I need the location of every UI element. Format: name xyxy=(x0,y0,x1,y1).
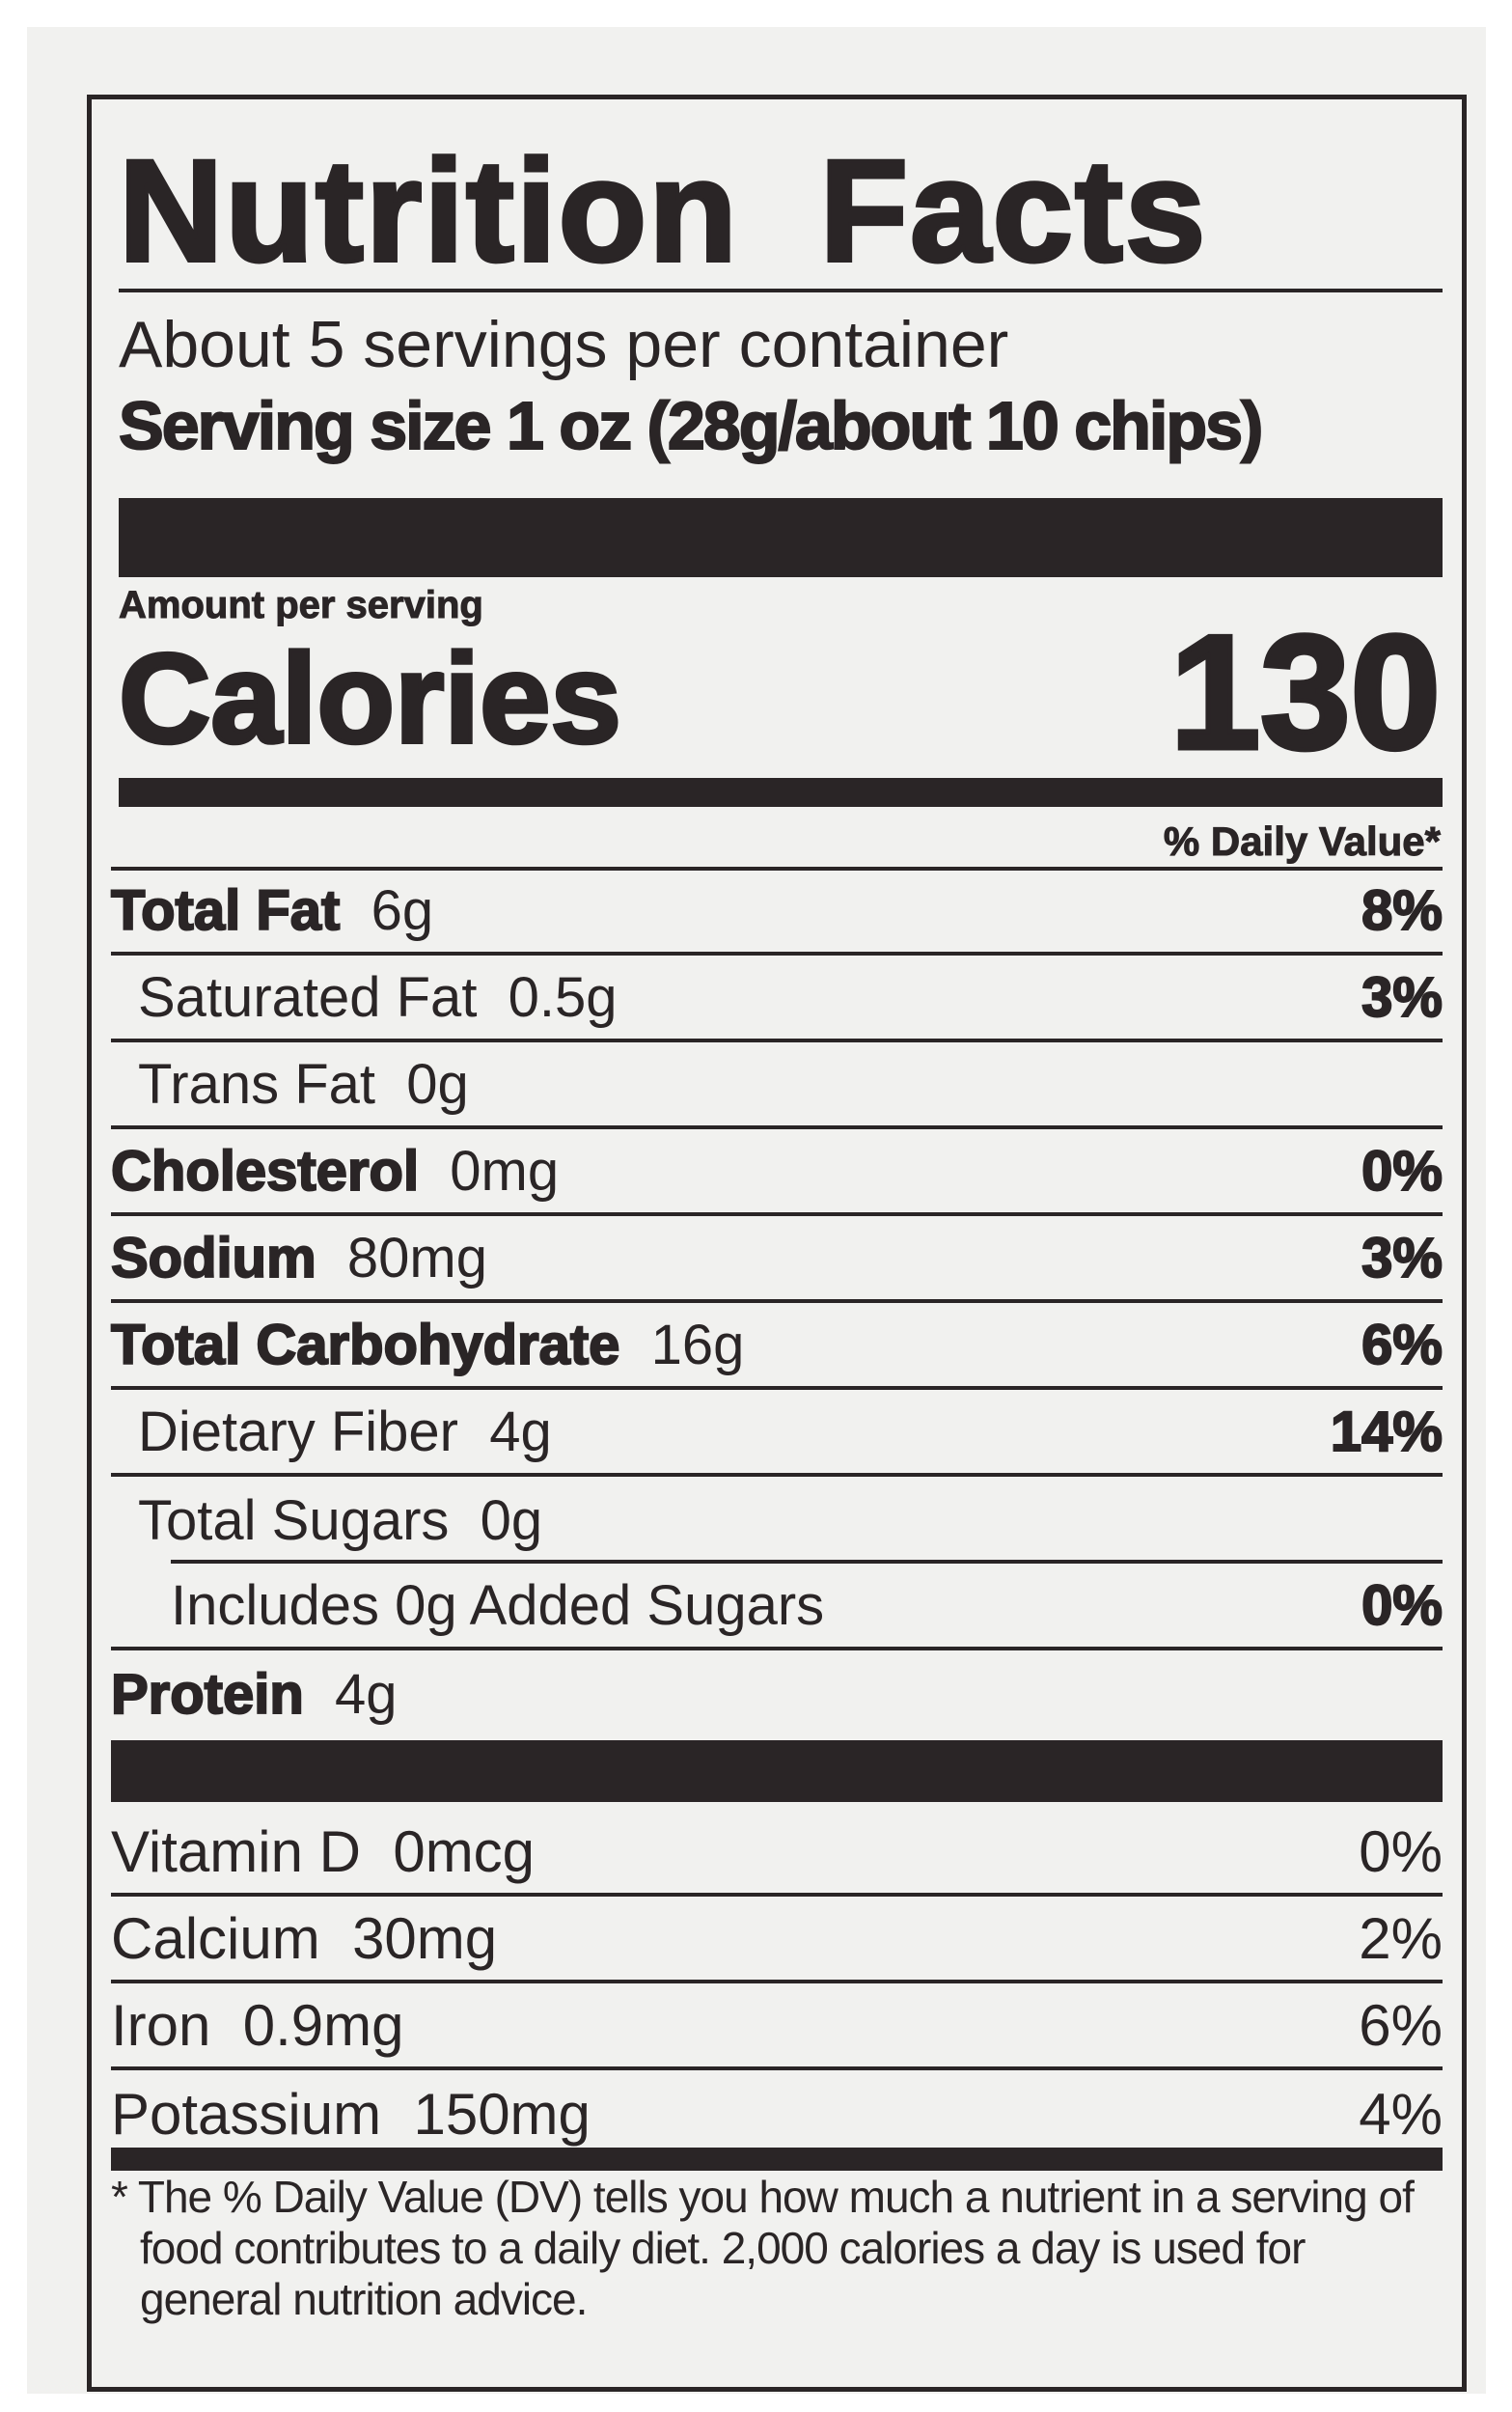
vitamin-dv: 2% xyxy=(1359,1905,1443,1971)
serving-size: Serving size 1 oz (28g/about 10 chips) xyxy=(118,387,1264,464)
nutrient-row-trans-fat: Trans Fat 0g xyxy=(111,1042,1443,1129)
nutrient-dv: 6% xyxy=(1361,1313,1443,1377)
nutrient-row-total-fat: Total Fat 6g 8% xyxy=(110,869,1443,956)
nutrient-name: Saturated Fat xyxy=(138,965,478,1029)
nutrient-row-saturated-fat: Saturated Fat 0.5g 3% xyxy=(111,956,1443,1042)
nutrient-row-sodium: Sodium 80mg 3% xyxy=(110,1216,1443,1303)
footnote-text: * The % Daily Value (DV) tells you how m… xyxy=(111,2172,1415,2324)
vitamin-list: Vitamin D 0mcg 0% Calcium 30mg 2% Iron 0.9… xyxy=(111,1810,1443,2157)
vitamin-row-vitamin-d: Vitamin D 0mcg 0% xyxy=(111,1810,1443,1897)
medium-divider xyxy=(119,778,1443,807)
footnote: * The % Daily Value (DV) tells you how m… xyxy=(111,2172,1423,2325)
nutrient-amount: 0.5g xyxy=(508,965,618,1029)
nutrient-row-total-sugars: Total Sugars 0g xyxy=(111,1477,1443,1564)
nutrient-name: Total Fat xyxy=(110,878,341,943)
divider xyxy=(171,1560,1443,1564)
nutrient-amount: 0g xyxy=(406,1052,469,1116)
nutrient-row-cholesterol: Cholesterol 0mg 0% xyxy=(110,1129,1443,1216)
divider xyxy=(119,289,1443,292)
panel-title: Nutrition Facts xyxy=(117,129,1208,291)
vitamin-row-potassium: Potassium 150mg 4% xyxy=(111,2070,1443,2157)
thick-divider xyxy=(111,1740,1443,1802)
nutrient-dv: 0% xyxy=(1361,1139,1443,1204)
nutrient-dv: 3% xyxy=(1361,1226,1443,1290)
vitamin-amount: 30mg xyxy=(352,1905,498,1971)
nutrient-amount: 6g xyxy=(371,878,434,942)
nutrient-row-added-sugars: Includes 0g Added Sugars 0% xyxy=(111,1564,1443,1650)
nutrient-row-total-carbohydrate: Total Carbohydrate 16g 6% xyxy=(110,1303,1443,1390)
nutrient-dv: 0% xyxy=(1361,1573,1443,1638)
vitamin-dv: 4% xyxy=(1359,2081,1443,2147)
nutrient-name: Trans Fat xyxy=(138,1052,376,1116)
nutrient-amount: 0g xyxy=(480,1488,543,1552)
vitamin-dv: 6% xyxy=(1359,1992,1443,2058)
daily-value-header: % Daily Value* xyxy=(1163,818,1441,865)
medium-divider xyxy=(111,2148,1443,2171)
thick-divider xyxy=(119,498,1443,577)
vitamin-row-iron: Iron 0.9mg 6% xyxy=(111,1983,1443,2070)
nutrient-name: Dietary Fiber xyxy=(138,1400,458,1463)
vitamin-amount: 0.9mg xyxy=(242,1992,404,2058)
vitamin-amount: 0mcg xyxy=(393,1818,536,1884)
vitamin-amount: 150mg xyxy=(413,2081,591,2147)
nutrient-list: Total Fat 6g 8% Saturated Fat 0.5g 3% Tran… xyxy=(110,869,1443,1737)
nutrient-amount: 80mg xyxy=(346,1226,487,1289)
nutrient-dv: 3% xyxy=(1361,965,1443,1030)
vitamin-name: Iron xyxy=(111,1992,211,2058)
nutrient-row-protein: Protein 4g xyxy=(110,1650,1443,1737)
nutrient-name: Total Sugars xyxy=(138,1488,450,1552)
calories-label: Calories xyxy=(117,627,623,769)
nutrient-name: Sodium xyxy=(110,1226,317,1290)
servings-per-container: About 5 servings per container xyxy=(119,308,1009,381)
vitamin-name: Potassium xyxy=(111,2081,382,2147)
nutrient-name: Protein xyxy=(110,1662,305,1727)
nutrient-dv: 14% xyxy=(1330,1400,1443,1464)
divider xyxy=(111,867,1443,871)
label-background: Nutrition Facts About 5 servings per con… xyxy=(27,27,1486,2394)
vitamin-name: Calcium xyxy=(111,1905,320,1971)
nutrient-amount: 16g xyxy=(650,1313,745,1376)
nutrient-dv: 8% xyxy=(1361,878,1443,943)
amount-per-serving: Amount per serving xyxy=(119,584,484,627)
nutrient-row-dietary-fiber: Dietary Fiber 4g 14% xyxy=(111,1390,1443,1477)
vitamin-dv: 0% xyxy=(1359,1818,1443,1884)
nutrient-amount: 4g xyxy=(335,1662,398,1726)
nutrition-facts-panel: Nutrition Facts About 5 servings per con… xyxy=(87,95,1467,2392)
vitamin-row-calcium: Calcium 30mg 2% xyxy=(111,1897,1443,1983)
calories-value: 130 xyxy=(1168,601,1443,783)
nutrient-name: Includes 0g Added Sugars xyxy=(171,1573,825,1637)
nutrient-name: Total Carbohydrate xyxy=(110,1313,620,1377)
nutrient-amount: 0mg xyxy=(450,1139,560,1203)
vitamin-name: Vitamin D xyxy=(111,1818,361,1884)
nutrient-name: Cholesterol xyxy=(110,1139,420,1204)
nutrient-amount: 4g xyxy=(489,1400,552,1463)
